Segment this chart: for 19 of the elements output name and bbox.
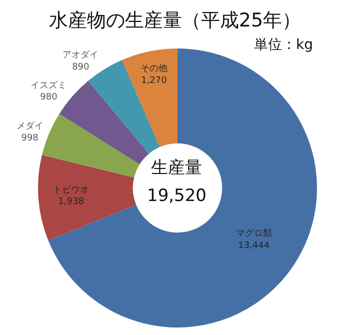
text: 19,520 [147,186,206,206]
slice-label: マグロ類 [236,228,272,240]
donut-slice [38,155,136,240]
data-label: 13,444 [238,240,270,251]
chart-title: 水産物の生産量（平成25年） [48,10,302,32]
data-label: 998 [21,133,39,144]
slice-label: イスズミ [30,80,67,91]
slice-label: トビウオ [53,184,90,196]
slice-label: その他 [140,63,168,74]
data-label: 890 [72,62,90,72]
text: 生産量 [151,158,202,178]
donut-slice [42,114,140,178]
chart-subtitle: 単位：kg [254,37,313,53]
data-label: 1,270 [141,76,168,86]
slice-label: アオダイ [62,50,99,61]
slice-label: メダイ [16,120,44,132]
data-label: 980 [40,92,58,103]
donut-slice [122,48,178,148]
data-label: 1,938 [58,197,84,208]
